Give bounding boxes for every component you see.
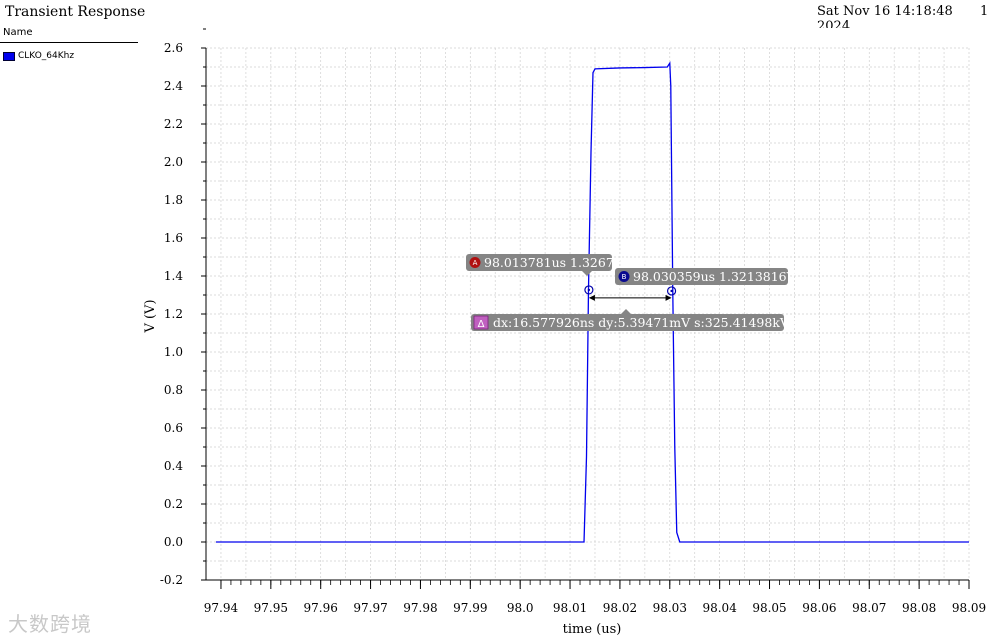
x-tick-label: 97.97 <box>353 601 387 615</box>
marker-b-point <box>666 286 677 296</box>
y-tick-label: 0.8 <box>164 383 183 397</box>
y-tick-label: 2.0 <box>164 155 183 169</box>
legend-divider <box>0 42 138 43</box>
y-tick-label: 0.6 <box>164 421 183 435</box>
marker-b-label-badge-letter: B <box>622 273 627 281</box>
timestamp-year-clipped: 2024 <box>817 20 851 28</box>
delta-arrowhead-left <box>588 294 595 301</box>
x-axis-label: time (us) <box>563 622 622 637</box>
y-tick-label: 1.0 <box>164 345 183 359</box>
series-line-clko <box>215 61 969 543</box>
watermark: 大数跨境 <box>8 612 92 636</box>
y-tick-label: -0.2 <box>160 573 183 587</box>
series-layer <box>215 61 969 543</box>
x-tick-label: 98.05 <box>752 601 786 615</box>
marker-a-label-pointer <box>582 271 592 276</box>
markers-layer: A 98.013781us 1.3267763V B 98.030359us 1.32… <box>466 254 800 331</box>
delta-badge-letter: Δ <box>478 319 485 330</box>
delta-label-text: dx:16.577926ns dy:5.39471mV s:325.41498k… <box>493 315 800 330</box>
marker-a-label-bg <box>466 254 612 271</box>
marker-b-label-badge <box>618 271 630 282</box>
x-tick-label: 97.98 <box>403 601 437 615</box>
marker-b-point-dot <box>670 289 673 293</box>
legend-item-clko[interactable]: CLKO_64Khz <box>3 51 74 61</box>
y-tick-label: 0.0 <box>164 535 183 549</box>
x-tick-label: 98.04 <box>702 601 737 615</box>
x-tick-label: 98.0 <box>507 601 534 615</box>
marker-a-point <box>584 285 594 295</box>
x-tick-label: 98.06 <box>802 601 836 615</box>
marker-a-label: A 98.013781us 1.3267763V <box>466 254 648 276</box>
legend-header: Name <box>3 27 33 38</box>
legend-swatch <box>3 51 15 61</box>
y-tick-label: 1.4 <box>164 269 183 283</box>
x-tick-label: 98.09 <box>952 601 986 615</box>
delta-badge <box>473 315 489 330</box>
delta-label-bg <box>471 314 784 331</box>
x-tick-label: 97.94 <box>204 601 239 615</box>
page-number: 1 <box>980 4 989 19</box>
marker-b-label-bg <box>615 268 788 285</box>
marker-a-label-text: 98.013781us 1.3267763V <box>484 255 648 270</box>
y-axis-label: V (V) <box>143 299 158 333</box>
y-tick-label: 2.2 <box>164 117 183 131</box>
x-tick-label: 98.03 <box>653 601 687 615</box>
y-tick-label: 1.8 <box>164 193 183 207</box>
y-tick-label: 0.4 <box>164 459 183 473</box>
y-tick-label: 0.2 <box>164 497 183 511</box>
marker-b-label-text: 98.030359us 1.3213816V <box>633 269 797 284</box>
x-tick-label: 98.07 <box>852 601 886 615</box>
marker-a-point-dot <box>587 288 591 292</box>
x-tick-label: 97.96 <box>304 601 338 615</box>
y-tick-label: 1.6 <box>164 231 183 245</box>
x-tick-label: 98.08 <box>902 601 936 615</box>
window-title: Transient Response <box>5 4 146 20</box>
marker-a-label-badge-letter: A <box>473 259 478 267</box>
marker-a-label-badge <box>469 257 481 268</box>
x-tick-label: 98.01 <box>553 601 587 615</box>
timestamp: Sat Nov 16 14:18:48 <box>817 4 953 19</box>
marker-b-label: B 98.030359us 1.3213816V <box>615 268 797 285</box>
legend-item-label: CLKO_64Khz <box>18 51 75 61</box>
delta-arrowhead-right <box>665 294 672 301</box>
x-tick-label: 97.99 <box>453 601 487 615</box>
y-tick-label: 2.6 <box>164 41 183 55</box>
x-tick-label: 98.02 <box>603 601 637 615</box>
y-tick-label: 2.4 <box>164 79 183 93</box>
x-tick-label: 97.95 <box>254 601 288 615</box>
delta-label-pointer <box>621 309 631 314</box>
ticks: -0.2 0.0 0.2 0.4 0.6 0.8 1.0 1.2 1.4 1.6 1.8 2.0 2.2… <box>160 28 986 615</box>
y-tick-label: 1.2 <box>164 307 183 321</box>
